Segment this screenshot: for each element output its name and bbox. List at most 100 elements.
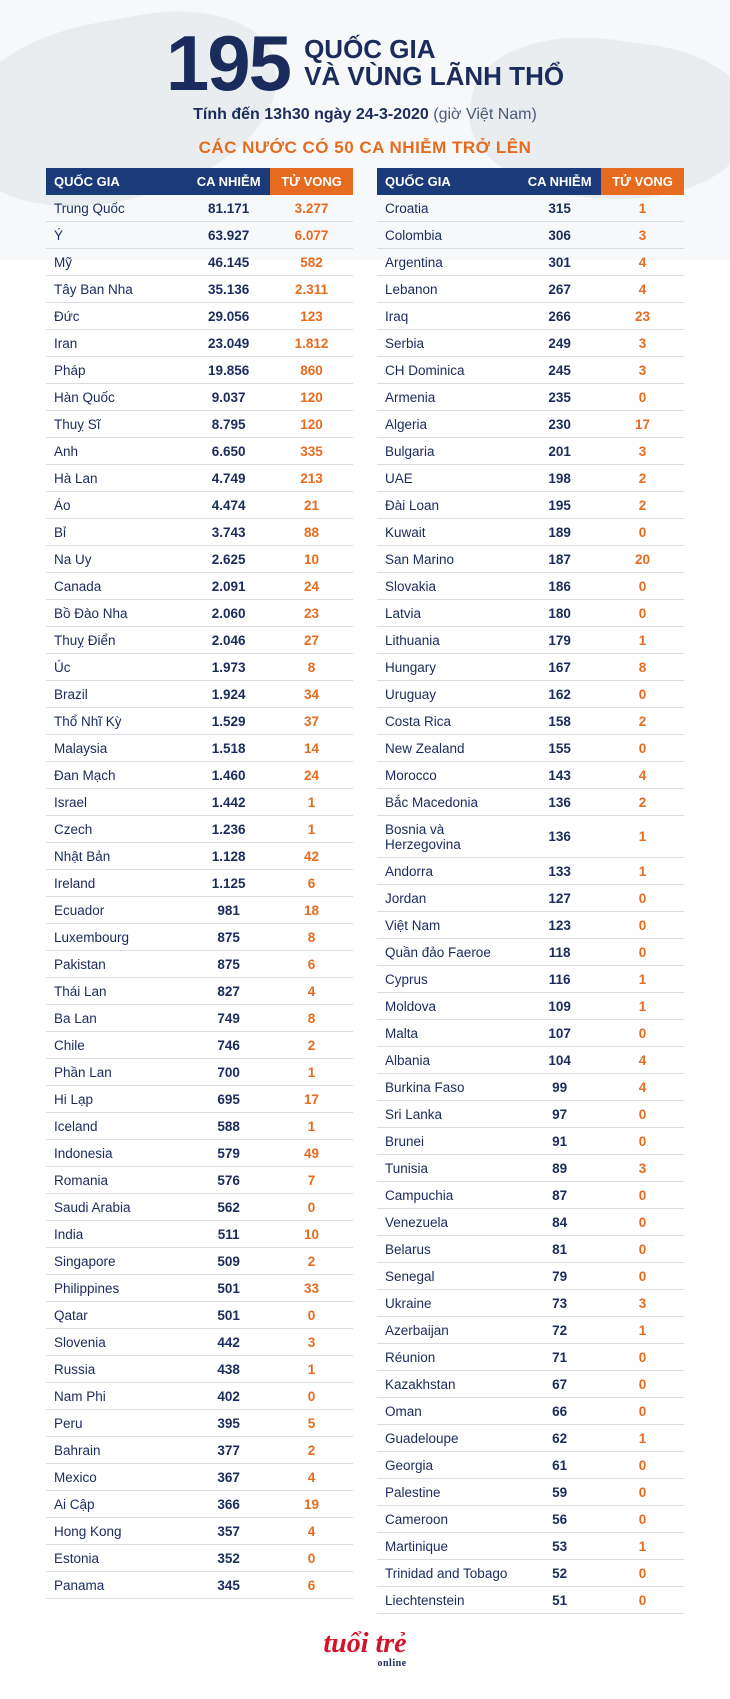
cell-deaths: 1: [601, 1425, 684, 1452]
table-row: Hi Lạp69517: [46, 1086, 353, 1113]
cell-cases: 158: [518, 708, 601, 735]
th-cases: CA NHIỄM: [187, 168, 270, 195]
cell-country: Thuỵ Điển: [46, 627, 187, 654]
cell-country: Lebanon: [377, 276, 518, 303]
cell-cases: 301: [518, 249, 601, 276]
cell-cases: 89: [518, 1155, 601, 1182]
cell-cases: 195: [518, 492, 601, 519]
cell-cases: 6.650: [187, 438, 270, 465]
cell-cases: 8.795: [187, 411, 270, 438]
cell-country: Morocco: [377, 762, 518, 789]
cell-deaths: 0: [601, 1209, 684, 1236]
cell-deaths: 14: [270, 735, 353, 762]
table-row: Chile7462: [46, 1032, 353, 1059]
cell-country: Thổ Nhĩ Kỳ: [46, 708, 187, 735]
cell-country: Kuwait: [377, 519, 518, 546]
cell-cases: 73: [518, 1290, 601, 1317]
cell-deaths: 2: [601, 492, 684, 519]
table-row: Luxembourg8758: [46, 924, 353, 951]
table-row: Saudi Arabia5620: [46, 1194, 353, 1221]
cell-cases: 91: [518, 1128, 601, 1155]
table-row: Hungary1678: [377, 654, 684, 681]
table-row: Albania1044: [377, 1047, 684, 1074]
table-row: Iceland5881: [46, 1113, 353, 1140]
cell-deaths: 33: [270, 1275, 353, 1302]
table-row: Iran23.0491.812: [46, 330, 353, 357]
th-deaths: TỬ VONG: [270, 168, 353, 195]
cell-country: Thái Lan: [46, 978, 187, 1005]
cell-country: UAE: [377, 465, 518, 492]
cell-country: Peru: [46, 1410, 187, 1437]
cell-cases: 29.056: [187, 303, 270, 330]
cell-deaths: 27: [270, 627, 353, 654]
cell-deaths: 8: [270, 924, 353, 951]
table-row: CH Dominica2453: [377, 357, 684, 384]
table-row: Áo4.47421: [46, 492, 353, 519]
cell-country: Mỹ: [46, 249, 187, 276]
table-row: Belarus810: [377, 1236, 684, 1263]
table-row: Đức29.056123: [46, 303, 353, 330]
table-row: Uruguay1620: [377, 681, 684, 708]
cell-country: Mexico: [46, 1464, 187, 1491]
table-row: Argentina3014: [377, 249, 684, 276]
table-row: Hàn Quốc9.037120: [46, 384, 353, 411]
cell-deaths: 123: [270, 303, 353, 330]
cell-country: Qatar: [46, 1302, 187, 1329]
cell-country: Philippines: [46, 1275, 187, 1302]
cell-deaths: 335: [270, 438, 353, 465]
cell-country: Áo: [46, 492, 187, 519]
table-row: Brunei910: [377, 1128, 684, 1155]
cell-country: Saudi Arabia: [46, 1194, 187, 1221]
table-row: Azerbaijan721: [377, 1317, 684, 1344]
table-header-row: QUỐC GIA CA NHIỄM TỬ VONG: [46, 168, 353, 195]
cell-cases: 700: [187, 1059, 270, 1086]
cell-country: Chile: [46, 1032, 187, 1059]
cell-country: Bulgaria: [377, 438, 518, 465]
table-row: Việt Nam1230: [377, 912, 684, 939]
cell-deaths: 0: [601, 1560, 684, 1587]
table-left: QUỐC GIA CA NHIỄM TỬ VONG Trung Quốc81.1…: [46, 168, 353, 1599]
cell-cases: 19.856: [187, 357, 270, 384]
cell-cases: 189: [518, 519, 601, 546]
cell-deaths: 23: [270, 600, 353, 627]
cell-cases: 230: [518, 411, 601, 438]
cell-country: Uruguay: [377, 681, 518, 708]
cell-country: Brunei: [377, 1128, 518, 1155]
table-row: Ba Lan7498: [46, 1005, 353, 1032]
cell-country: Liechtenstein: [377, 1587, 518, 1614]
table-row: Romania5767: [46, 1167, 353, 1194]
cell-cases: 2.046: [187, 627, 270, 654]
cell-deaths: 0: [601, 735, 684, 762]
cell-deaths: 582: [270, 249, 353, 276]
table-row: Croatia3151: [377, 195, 684, 222]
cell-cases: 1.236: [187, 816, 270, 843]
subtitle: Tính đến 13h30 ngày 24-3-2020 (giờ Việt …: [28, 106, 702, 124]
table-row: Oman660: [377, 1398, 684, 1425]
cell-deaths: 2: [270, 1248, 353, 1275]
cell-deaths: 0: [601, 1344, 684, 1371]
page-wrap: 195 QUỐC GIA VÀ VÙNG LÃNH THỔ Tính đến 1…: [0, 0, 730, 1699]
cell-deaths: 1: [270, 816, 353, 843]
section-title: CÁC NƯỚC CÓ 50 CA NHIỄM TRỞ LÊN: [28, 138, 702, 158]
cell-deaths: 8: [270, 1005, 353, 1032]
cell-deaths: 49: [270, 1140, 353, 1167]
cell-deaths: 1: [601, 816, 684, 858]
cell-country: Iran: [46, 330, 187, 357]
table-row: Brazil1.92434: [46, 681, 353, 708]
cell-deaths: 8: [601, 654, 684, 681]
table-row: Tunisia893: [377, 1155, 684, 1182]
cell-country: Phần Lan: [46, 1059, 187, 1086]
cell-deaths: 0: [601, 573, 684, 600]
table-row: Nhật Bản1.12842: [46, 843, 353, 870]
cell-cases: 2.091: [187, 573, 270, 600]
columns: QUỐC GIA CA NHIỄM TỬ VONG Trung Quốc81.1…: [28, 168, 702, 1614]
cell-country: Iraq: [377, 303, 518, 330]
cell-deaths: 23: [601, 303, 684, 330]
cell-cases: 133: [518, 858, 601, 885]
title-lines: QUỐC GIA VÀ VÙNG LÃNH THỔ: [304, 36, 564, 91]
cell-country: Cameroon: [377, 1506, 518, 1533]
cell-cases: 235: [518, 384, 601, 411]
cell-deaths: 4: [270, 1518, 353, 1545]
table-row: Jordan1270: [377, 885, 684, 912]
cell-cases: 306: [518, 222, 601, 249]
